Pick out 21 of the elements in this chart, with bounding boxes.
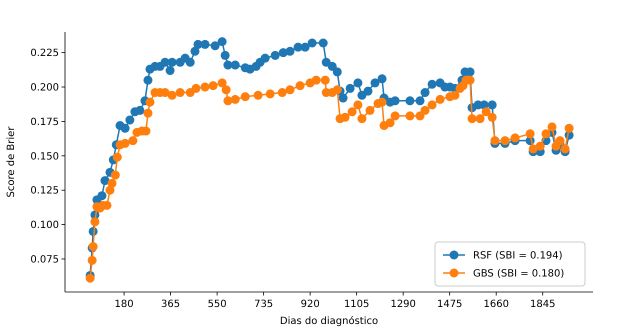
y-tick-label: 0.125: [30, 186, 59, 197]
x-tick-label: 1660: [483, 299, 509, 310]
x-tick-label: 365: [161, 299, 180, 310]
x-tick-label: 1475: [436, 299, 462, 310]
y-axis-title: Score de Brier: [6, 126, 17, 198]
x-tick-label: 920: [300, 299, 320, 310]
x-tick-label: 180: [114, 299, 134, 310]
y-tick-label: 0.175: [30, 116, 59, 128]
x-tick-label: 1290: [390, 299, 416, 310]
y-tick-label: 0.100: [30, 220, 59, 232]
x-axis-title: Dias do diagnóstico: [280, 316, 378, 327]
legend-label: RSF (SBI = 0.194): [473, 250, 563, 262]
x-tick-label: 1845: [530, 299, 556, 310]
x-tick-label: 550: [208, 299, 227, 310]
y-tick-label: 0.225: [30, 48, 59, 60]
y-tick-label: 0.200: [30, 82, 59, 94]
y-tick-label: 0.075: [30, 254, 59, 266]
y-tick-label: 0.150: [30, 151, 59, 162]
x-tick-label: 1105: [344, 299, 370, 310]
legend-label: GBS (SBI = 0.180): [473, 268, 564, 280]
x-tick-label: 735: [254, 299, 274, 310]
